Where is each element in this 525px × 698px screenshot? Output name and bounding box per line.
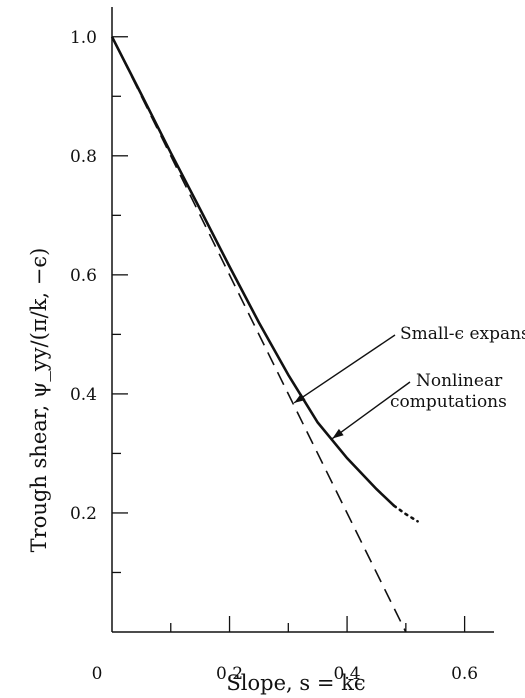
y-axis-label: Trough shear, ψ_yy/(π/k, −ϵ): [27, 248, 51, 553]
nonlinear-curve: [110, 36, 395, 507]
y-tick-label: 0.6: [70, 266, 97, 286]
arrow-nonlinear: [331, 381, 411, 440]
y-tick-label: 0.2: [70, 504, 97, 524]
y-tick-label: 0.4: [70, 385, 97, 405]
x-axis-label: Slope, s = kϵ: [226, 671, 365, 695]
origin-label: 0: [92, 664, 103, 684]
tick-labels: 0 0.2 0.4 0.6 0.2 0.4 0.6 0.8 1.0: [70, 28, 478, 684]
axes: [111, 7, 494, 633]
extrapolated-curve: [392, 504, 419, 523]
series-layer: [110, 36, 419, 633]
x-tick-label: 0.6: [451, 664, 478, 684]
annotation-small-eps: Small-ϵ expansion: [400, 324, 525, 344]
x-tick-label: 0.4: [334, 664, 361, 684]
small-eps-line: [111, 36, 407, 633]
arrow-small-eps-head: [294, 393, 306, 403]
x-tick-label: 0.2: [216, 664, 243, 684]
annotation-computations: computations: [390, 392, 507, 412]
arrow-nonlinear-head: [332, 428, 344, 439]
annotation-nonlinear: Nonlinear: [416, 371, 503, 391]
y-tick-label: 1.0: [70, 28, 97, 48]
y-tick-label: 0.8: [70, 147, 97, 167]
arrow-small-eps: [293, 334, 396, 404]
annotation-arrows: [293, 334, 411, 440]
